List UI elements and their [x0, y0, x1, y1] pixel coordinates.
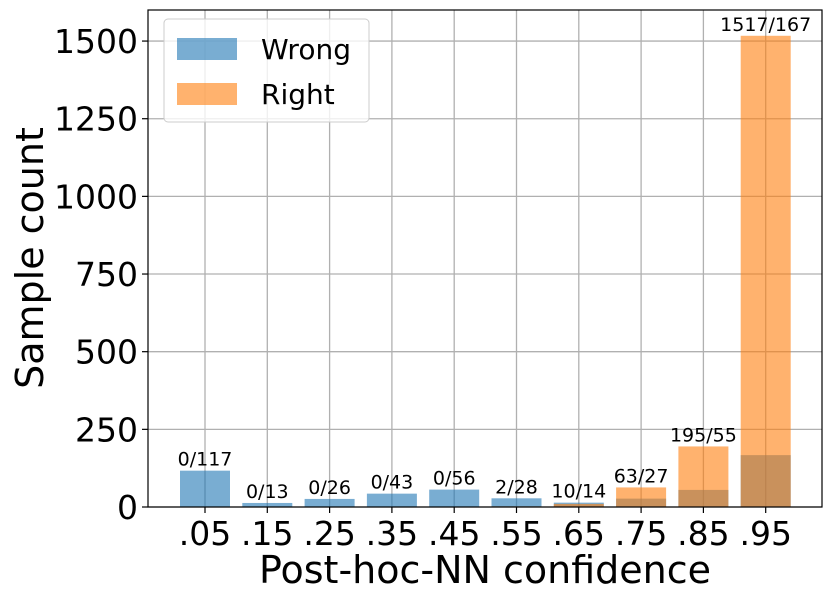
x-tick-label: .55: [490, 514, 542, 553]
bar-wrong: [180, 470, 230, 507]
x-tick-label: .25: [303, 514, 355, 553]
bar-value-label: 2/28: [495, 476, 538, 498]
bar-wrong: [242, 502, 293, 507]
legend-label-right: Right: [261, 78, 335, 111]
legend-swatch-right: [177, 83, 237, 105]
y-axis-ticks: 0 250 500 750 1000 1250 1500: [54, 22, 148, 527]
bar-right: [740, 35, 791, 508]
bar-right: [616, 487, 667, 507]
bar-right: [678, 446, 729, 507]
bar-value-label: 0/117: [178, 449, 233, 471]
bar-value-label: 195/55: [670, 424, 737, 446]
bar-value-label: 0/26: [308, 477, 351, 499]
y-tick-label: 1500: [54, 22, 138, 61]
y-tick-label: 0: [117, 488, 138, 527]
y-tick-label: 750: [75, 255, 138, 294]
bar-right: [553, 503, 604, 507]
bar-wrong: [429, 489, 480, 507]
x-tick-label: .35: [366, 514, 418, 553]
legend-label-wrong: Wrong: [261, 33, 351, 66]
bar-wrong: [304, 498, 355, 507]
bar-wrong: [491, 498, 542, 507]
bar-value-label: 0/13: [246, 481, 289, 503]
legend: Wrong Right: [163, 18, 370, 123]
plot-area-frame: [147, 9, 823, 508]
y-tick-label: 1000: [54, 177, 138, 216]
x-tick-label: .95: [739, 514, 791, 553]
y-tick-label: 250: [75, 410, 138, 449]
bar-value-label: 0/43: [371, 472, 414, 494]
x-tick-label: .05: [179, 514, 231, 553]
y-tick-label: 1250: [54, 100, 138, 139]
x-tick-label: .85: [677, 514, 729, 553]
bar-value-label: 1517/167: [720, 14, 811, 36]
y-axis-label: Sample count: [8, 127, 52, 389]
x-tick-label: .45: [428, 514, 480, 553]
bar-value-label: 63/27: [614, 465, 669, 487]
x-tick-label: .15: [241, 514, 293, 553]
bar-value-label: 0/56: [433, 468, 476, 490]
x-axis-ticks: .05 .15 .25 .35 .45 .55 .65 .75 .85 .95: [179, 507, 792, 553]
x-axis-label: Post-hoc-NN confidence: [259, 548, 711, 592]
bars: [180, 35, 791, 508]
x-tick-label: .75: [615, 514, 667, 553]
bar-value-labels: 0/117 0/13 0/26 0/43 0/56 2/28 10/14 63/27195/5…: [178, 14, 812, 503]
y-tick-label: 500: [75, 333, 138, 372]
legend-swatch-wrong: [177, 38, 237, 60]
bar-value-label: 10/14: [551, 481, 606, 503]
x-tick-label: .65: [553, 514, 605, 553]
bar-wrong: [366, 493, 417, 507]
